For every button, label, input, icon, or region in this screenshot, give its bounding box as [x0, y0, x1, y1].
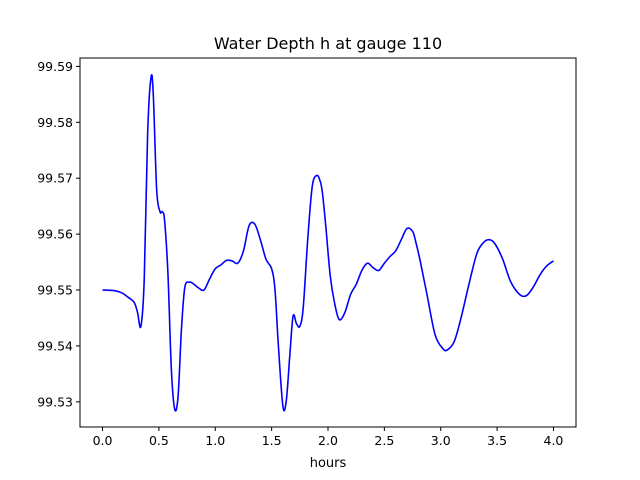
y-axis-ticks: 99.53 99.54 99.55 99.56 99.57 99.58 99.59 [37, 59, 80, 409]
y-tick-label: 99.56 [37, 227, 73, 242]
series-line [102, 74, 554, 412]
x-tick-label: 1.0 [205, 433, 225, 448]
chart-title: Water Depth h at gauge 110 [214, 34, 442, 53]
y-tick-label: 99.54 [37, 338, 73, 353]
x-axis-ticks: 0.0 0.5 1.0 1.5 2.0 2.5 3.0 3.5 4.0 [93, 427, 564, 448]
y-tick-label: 99.57 [37, 171, 73, 186]
x-axis-label: hours [310, 456, 347, 471]
y-tick-label: 99.55 [37, 283, 73, 298]
x-tick-label: 2.5 [374, 433, 394, 448]
y-tick-label: 99.59 [37, 59, 73, 74]
x-tick-label: 0.0 [93, 433, 113, 448]
x-tick-label: 4.0 [544, 433, 564, 448]
x-tick-label: 3.5 [487, 433, 507, 448]
x-tick-label: 0.5 [149, 433, 169, 448]
x-tick-label: 1.5 [262, 433, 282, 448]
plot-frame [79, 57, 577, 428]
x-tick-label: 3.0 [431, 433, 451, 448]
y-tick-label: 99.58 [37, 115, 73, 130]
y-tick-label: 99.53 [37, 394, 73, 409]
x-tick-label: 2.0 [318, 433, 338, 448]
